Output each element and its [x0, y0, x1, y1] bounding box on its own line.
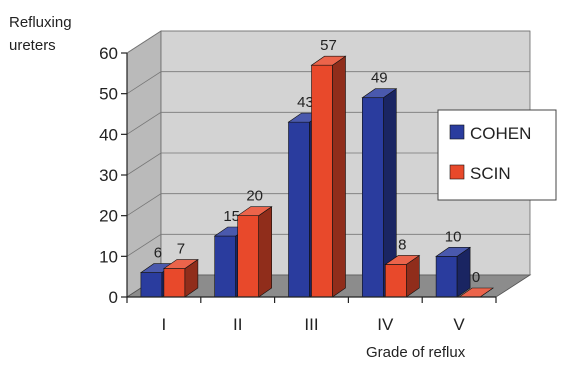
data-label: 10	[445, 228, 462, 245]
bar-scin-III	[310, 55, 347, 298]
bar-top	[384, 255, 421, 265]
bar-front	[163, 268, 186, 298]
data-label: 57	[320, 37, 337, 54]
bar-side	[332, 55, 346, 298]
legend-label-cohen: COHEN	[470, 124, 531, 143]
x-tick-label: V	[453, 315, 465, 334]
bar-top	[236, 206, 273, 216]
data-label: 6	[154, 245, 162, 262]
x-tick-label: III	[304, 315, 318, 334]
gridline	[126, 71, 530, 95]
bar-top	[310, 55, 347, 66]
y-tick-label: 50	[99, 85, 118, 104]
gridline	[126, 111, 530, 135]
gridline	[126, 233, 530, 257]
gridline	[126, 193, 530, 217]
bar-scin-IV	[384, 254, 421, 298]
y-tick-label: 10	[99, 247, 118, 266]
bars: 6 7 15 20 43 57 49 8 10 0	[139, 37, 495, 298]
y-axis-title-line-2: ureters	[9, 37, 56, 54]
y-tick-label: 0	[109, 288, 118, 307]
data-label: 15	[223, 208, 240, 225]
gridlines	[126, 30, 530, 257]
bar-scin-II	[236, 206, 273, 298]
y-tick-label: 60	[99, 44, 118, 63]
bar-front	[384, 264, 407, 298]
bar-front	[140, 272, 163, 298]
data-label: 43	[297, 94, 314, 111]
x-axis-title: Grade of reflux	[366, 344, 466, 361]
data-label: 8	[398, 236, 406, 253]
data-label: 7	[177, 241, 185, 258]
bar-cohen-IV	[361, 88, 398, 298]
bar-top	[162, 259, 199, 269]
bar-front	[237, 215, 259, 298]
gridline	[126, 152, 530, 176]
x-tick-label: II	[233, 315, 242, 334]
x-tick-label: IV	[377, 315, 394, 334]
x-tick-label: I	[162, 315, 167, 334]
bar-front	[361, 97, 384, 298]
legend-swatch-cohen	[449, 124, 465, 140]
y-tick-label: 20	[99, 207, 118, 226]
data-label: 20	[246, 188, 263, 205]
data-label: 0	[472, 269, 480, 286]
bar-cohen-V	[435, 246, 472, 298]
gridline	[126, 30, 530, 54]
bar-scin-I	[162, 258, 199, 298]
y-axis-title-line-1: Refluxing	[9, 14, 72, 31]
bar-front	[435, 256, 458, 298]
legend: COHEN SCIN	[437, 109, 557, 201]
bar-front	[311, 64, 333, 298]
y-tick-label: 30	[99, 166, 118, 185]
data-label: 49	[371, 70, 388, 87]
bar-top	[361, 88, 398, 99]
legend-swatch-scin	[449, 164, 465, 180]
legend-label-scin: SCIN	[470, 164, 511, 183]
y-axis: 0 10 20 30 40 50 60	[99, 44, 128, 307]
bar-front	[288, 121, 310, 298]
x-axis: I II III IV V	[126, 296, 497, 334]
bar-top	[435, 247, 472, 257]
bar-front	[214, 235, 236, 298]
bar-side	[258, 206, 273, 298]
y-tick-label: 40	[99, 125, 118, 144]
